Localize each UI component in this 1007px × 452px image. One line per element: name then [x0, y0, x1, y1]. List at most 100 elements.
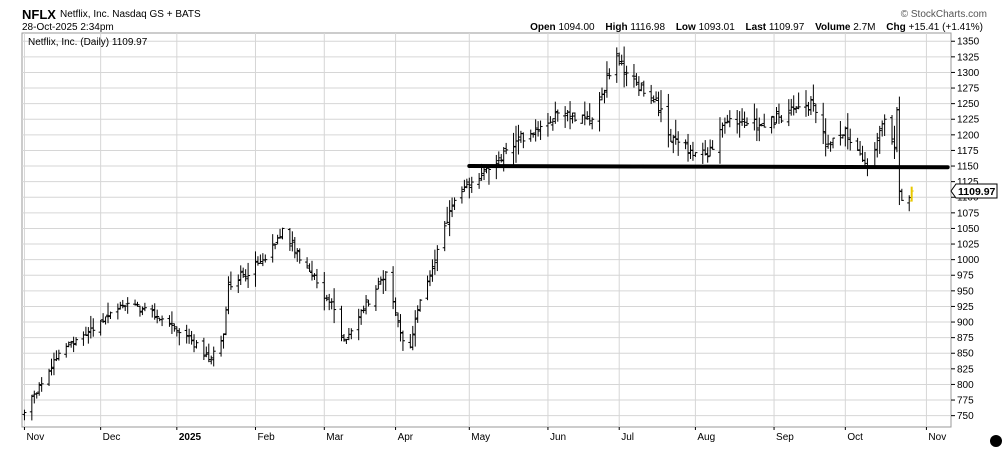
price-bar [602, 89, 607, 104]
price-bar [622, 46, 627, 88]
quote-low-value: 1093.01 [698, 22, 735, 33]
x-tick-label: Sep [776, 432, 794, 443]
quote-last-value: 1109.97 [768, 22, 805, 33]
price-bar [415, 305, 420, 323]
price-bar [582, 101, 587, 126]
price-bar [469, 176, 474, 193]
price-bar [167, 315, 172, 327]
price-bar [344, 338, 349, 344]
price-bar [418, 299, 423, 312]
price-bar [796, 92, 801, 110]
y-tick-label: 1050 [957, 224, 980, 235]
price-bar [410, 325, 415, 351]
price-bar [482, 166, 487, 181]
price-bar [671, 134, 676, 154]
price-bar [550, 118, 555, 131]
corner-dot [990, 435, 1002, 447]
price-bar [378, 276, 383, 285]
price-bar [339, 305, 344, 342]
price-bar [462, 179, 467, 192]
price-bar [236, 274, 241, 294]
price-bar [757, 117, 762, 142]
price-bar [241, 267, 246, 278]
price-bar [160, 315, 165, 327]
quote-datetime: 28-Oct-2025 2:34pm [22, 22, 114, 33]
price-bar [848, 128, 853, 151]
y-tick-label: 750 [957, 411, 974, 422]
price-bar [91, 318, 96, 337]
price-bar [831, 137, 836, 149]
price-bar [614, 47, 619, 83]
x-tick-label: Dec [103, 432, 121, 443]
price-bar [521, 132, 526, 149]
price-bar [779, 115, 784, 124]
price-bar [673, 119, 678, 145]
price-bar [634, 73, 639, 86]
price-bar [123, 305, 128, 311]
price-bar [656, 91, 661, 117]
price-bar [745, 117, 750, 126]
price-bar [125, 297, 130, 314]
price-bar [34, 392, 39, 399]
price-bar [882, 114, 887, 136]
horizontal-trendline[interactable] [467, 164, 950, 170]
y-tick-label: 1000 [957, 255, 980, 266]
price-bar [536, 121, 541, 137]
price-bar [356, 308, 361, 341]
price-bar [287, 227, 292, 251]
price-bar [314, 268, 319, 289]
price-bar [258, 254, 263, 264]
last-price-tag-box [950, 183, 998, 199]
price-bar [310, 260, 315, 281]
price-bar [29, 394, 34, 421]
quote-open-value: 1094.00 [558, 22, 595, 33]
price-bar [619, 54, 624, 66]
y-tick-label: 875 [957, 333, 974, 344]
brand-watermark: © StockCharts.com [900, 9, 987, 20]
price-bar [821, 102, 826, 145]
y-tick-label: 1350 [957, 37, 980, 48]
price-bar [221, 333, 226, 349]
price-bar [297, 248, 302, 264]
price-bar [270, 234, 275, 263]
price-bar [177, 328, 182, 346]
price-bar [106, 302, 111, 324]
price-bar [897, 96, 902, 206]
price-bar [794, 106, 799, 114]
price-bar [686, 133, 691, 162]
price-bar [452, 197, 457, 211]
price-bar [169, 311, 174, 334]
price-bar [108, 311, 113, 320]
chart-header: NFLX Netflix, Inc. Nasdaq GS + BATS © St… [0, 0, 1007, 34]
price-bar [722, 117, 727, 134]
price-bar [447, 200, 452, 237]
price-bar [366, 299, 371, 307]
price-bar [639, 82, 644, 92]
price-bar [590, 117, 595, 130]
price-bar [280, 227, 285, 240]
price-bar [140, 306, 145, 316]
price-bar [548, 116, 553, 124]
price-bar [172, 323, 177, 332]
price-bar [710, 140, 715, 150]
price-bar [563, 106, 568, 128]
price-bar [413, 310, 418, 347]
price-bar [228, 271, 233, 290]
price-bar [486, 166, 491, 185]
price-bar [226, 276, 231, 315]
trendline-layer [467, 164, 950, 170]
price-bar [759, 123, 764, 127]
x-tick-label: Nov [928, 432, 946, 443]
y-tick-label: 900 [957, 318, 974, 329]
price-bar [568, 101, 573, 130]
x-tick-label: Oct [847, 432, 863, 443]
price-bar [86, 327, 91, 344]
price-bar [641, 80, 646, 97]
quote-high-value: 1116.98 [630, 22, 666, 33]
plot-area[interactable] [21, 32, 952, 428]
ticker-symbol: NFLX [22, 7, 56, 22]
price-bar [238, 265, 243, 285]
price-bar [120, 299, 125, 309]
price-bar [332, 288, 337, 324]
